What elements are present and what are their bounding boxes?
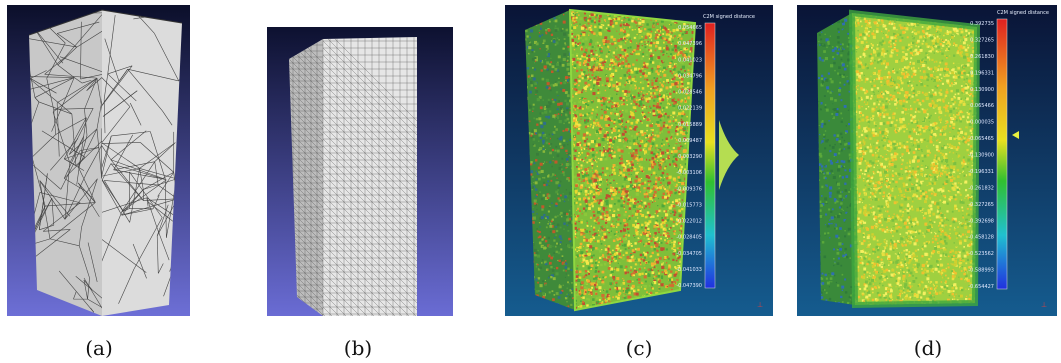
coarse-mesh-right bbox=[102, 10, 182, 304]
colorbar-title: C2M signed distance bbox=[703, 14, 755, 20]
colorbar-tick-label: -0.130900 bbox=[968, 153, 994, 159]
colorbar-tick-label: 0.196331 bbox=[970, 70, 994, 76]
colorbar-tick-label: 0.130900 bbox=[970, 87, 994, 93]
colorbar-tick-label: 0.054665 bbox=[678, 25, 702, 31]
colorbar-tick-label: 0.065466 bbox=[970, 103, 994, 109]
axis-triad-icon: ⊥ bbox=[757, 301, 763, 309]
distance-noise-front bbox=[852, 13, 977, 305]
surface-edge bbox=[568, 8, 697, 312]
caption-d: (d) bbox=[913, 336, 943, 360]
colorbar-tick-label: -0.028405 bbox=[676, 235, 702, 241]
colorbar-tick-label: -0.523562 bbox=[968, 251, 994, 257]
panel-d-image: C2M signed distance 0.392735 0.327265 0.26… bbox=[797, 5, 1057, 316]
colorbar-tick-label: 0.015889 bbox=[678, 122, 702, 128]
colorbar-tick-label: 0.261830 bbox=[970, 54, 994, 60]
colorbar-tick-label: -0.009376 bbox=[676, 186, 702, 192]
colorbar-tick-label: -0.022012 bbox=[676, 219, 702, 225]
mesh-left-face bbox=[289, 39, 323, 316]
histogram-shape bbox=[719, 120, 739, 190]
colorbar-tick-label: 0.009487 bbox=[678, 138, 702, 144]
colorbar-tick-label: 0.000035 bbox=[970, 120, 994, 126]
colorbar-labels: 0.392735 0.327265 0.261830 0.196331 0.130900… bbox=[968, 21, 994, 290]
caption-a: (a) bbox=[85, 336, 113, 360]
colorbar-tick-label: 0.327265 bbox=[970, 37, 994, 43]
colorbar-tick-label: -0.654427 bbox=[968, 284, 994, 290]
colorbar-tick-label: 0.392735 bbox=[970, 21, 994, 27]
panel-d-svg: C2M signed distance 0.392735 0.327265 0.26… bbox=[797, 5, 1057, 316]
panel-c-image: C2M signed distance 0.054665 0.047396 0.04… bbox=[505, 5, 773, 316]
mesh-right-face bbox=[102, 10, 182, 316]
mesh-top-edge bbox=[28, 9, 183, 36]
caption-c: (c) bbox=[625, 336, 653, 360]
colorbar-tick-label: 0.028546 bbox=[678, 90, 702, 96]
surface-left-face bbox=[525, 10, 575, 310]
colorbar-marker bbox=[1012, 131, 1019, 139]
colorbar-tick-label: 0.022139 bbox=[678, 106, 702, 112]
colorbar-tick-label: -0.034705 bbox=[676, 251, 702, 257]
mesh-left-face bbox=[29, 10, 102, 316]
colorbar-tick-label: 0.034796 bbox=[678, 73, 702, 79]
fine-mesh-front bbox=[323, 37, 417, 316]
colorbar-tick-label: 0.003290 bbox=[678, 154, 702, 160]
colorbar bbox=[996, 18, 1008, 290]
colorbar-tick-label: -0.327265 bbox=[968, 202, 994, 208]
colorbar-tick-label: -0.458128 bbox=[968, 235, 994, 241]
colorbar-title: C2M signed distance bbox=[997, 10, 1049, 16]
axis-triad-icon: ⊥ bbox=[1041, 301, 1047, 309]
colorbar-tick-label: -0.047390 bbox=[676, 283, 702, 289]
caption-b: (b) bbox=[343, 336, 373, 360]
surface-border bbox=[848, 9, 981, 309]
panel-c-svg: C2M signed distance 0.054665 0.047396 0.04… bbox=[505, 5, 773, 316]
colorbar-tick-label: -0.261832 bbox=[968, 185, 994, 191]
colorbar-tick-label: 0.047396 bbox=[678, 41, 702, 47]
panel-a-svg bbox=[7, 5, 190, 316]
colorbar-tick-label: -0.003106 bbox=[676, 170, 702, 176]
mesh-front-face bbox=[323, 37, 417, 316]
colorbar bbox=[704, 22, 716, 289]
colorbar-tick-label: -0.065465 bbox=[968, 136, 994, 142]
colorbar-tick-label: -0.041033 bbox=[676, 267, 702, 273]
coarse-mesh-left bbox=[29, 10, 102, 315]
colorbar-labels: 0.054665 0.047396 0.041023 0.034796 0.028546… bbox=[676, 25, 702, 289]
colorbar-tick-label: -0.392698 bbox=[968, 218, 994, 224]
panel-a-image bbox=[7, 5, 190, 316]
panel-b-svg bbox=[267, 27, 453, 316]
colorbar-tick-label: 0.041023 bbox=[678, 57, 702, 63]
panel-b-image bbox=[267, 27, 453, 316]
colorbar-tick-label: -0.015773 bbox=[676, 202, 702, 208]
colorbar-tick-label: -0.196331 bbox=[968, 169, 994, 175]
fine-mesh-left bbox=[289, 39, 323, 316]
colorbar-tick-label: -0.588993 bbox=[968, 268, 994, 274]
